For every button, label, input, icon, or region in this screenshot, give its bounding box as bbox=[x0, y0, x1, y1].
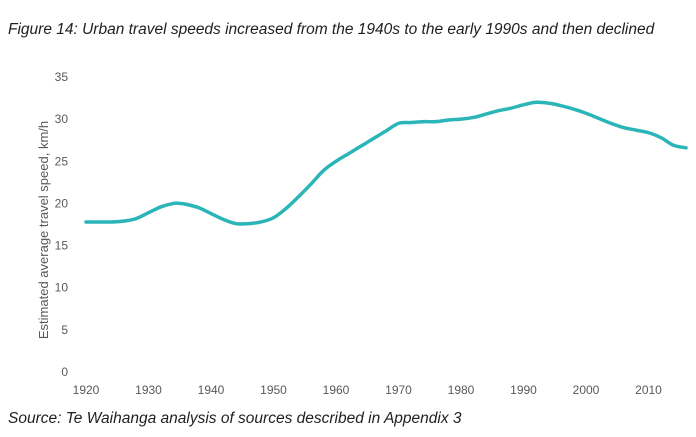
y-axis-ticks: 0 5 10 15 20 25 30 35 bbox=[55, 70, 69, 379]
x-tick-label: 1920 bbox=[73, 383, 100, 397]
figure-title: Figure 14: Urban travel speeds increased… bbox=[8, 21, 655, 38]
x-tick-label: 1960 bbox=[323, 383, 350, 397]
y-tick-label: 15 bbox=[55, 239, 69, 253]
y-tick-label: 10 bbox=[55, 281, 69, 295]
x-axis-ticks: 1920 1930 1940 1950 1960 1970 1980 1990 2000 2010 bbox=[73, 383, 663, 397]
x-tick-label: 1950 bbox=[260, 383, 287, 397]
figure-source: Source: Te Waihanga analysis of sources … bbox=[8, 410, 462, 427]
y-tick-label: 25 bbox=[55, 154, 69, 168]
x-tick-label: 1980 bbox=[448, 383, 475, 397]
x-tick-label: 1990 bbox=[510, 383, 537, 397]
y-tick-label: 30 bbox=[55, 112, 69, 126]
series-layer bbox=[84, 100, 688, 226]
x-tick-label: 1970 bbox=[385, 383, 412, 397]
y-axis-title: Estimated average travel speed, km/h bbox=[36, 121, 51, 339]
y-tick-label: 0 bbox=[61, 365, 68, 379]
y-tick-label: 5 bbox=[61, 323, 68, 337]
x-tick-label: 2000 bbox=[573, 383, 600, 397]
x-tick-label: 1930 bbox=[135, 383, 162, 397]
y-tick-label: 35 bbox=[55, 70, 69, 84]
x-tick-label: 2010 bbox=[635, 383, 662, 397]
series-line bbox=[84, 100, 688, 226]
x-tick-label: 1940 bbox=[198, 383, 225, 397]
y-tick-label: 20 bbox=[55, 196, 69, 210]
